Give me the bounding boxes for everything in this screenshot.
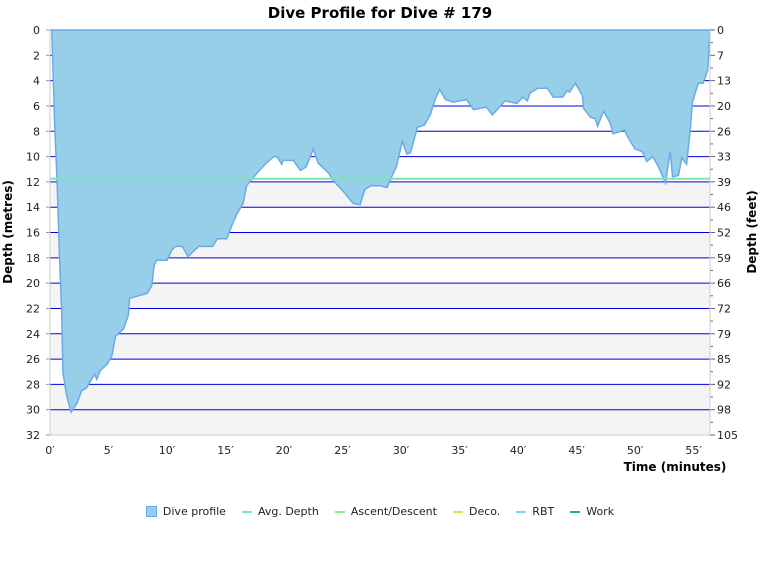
- y-right-tick-label: 105: [717, 429, 738, 442]
- x-axis-label: Time (minutes): [624, 460, 727, 474]
- x-tick-label: 55′: [685, 444, 702, 457]
- background-band: [50, 333, 710, 360]
- y-tick-label: 8: [33, 125, 40, 138]
- x-tick-label: 15′: [217, 444, 234, 457]
- y-tick-label: 26: [26, 353, 40, 366]
- axes: 0 0 2 7 4 13 6 20 8 26 10 33 12 39 14 46 16 52 18 59 20 66 22 7…: [26, 24, 738, 457]
- x-tick-label: 5′: [104, 444, 114, 457]
- y-tick-label: 2: [33, 49, 40, 62]
- y-right-tick-label: 79: [717, 328, 731, 341]
- legend-label: Deco.: [468, 505, 501, 518]
- y-tick-label: 4: [33, 75, 40, 88]
- legend-swatch: [334, 510, 345, 513]
- y-tick-label: 10: [26, 151, 40, 164]
- legend-label: Dive profile: [162, 505, 226, 518]
- y-tick-label: 28: [26, 378, 40, 391]
- y-right-tick-label: 26: [717, 125, 731, 138]
- x-tick-label: 20′: [276, 444, 293, 457]
- background-band: [50, 283, 710, 309]
- y-right-tick-label: 7: [717, 49, 724, 62]
- legend-swatch: [570, 510, 581, 513]
- y-tick-label: 32: [26, 429, 40, 442]
- y-tick-label: 16: [26, 227, 40, 240]
- y-right-tick-label: 39: [717, 176, 731, 189]
- legend-item[interactable]: RBT: [516, 505, 554, 518]
- legend-swatch: [452, 510, 463, 513]
- x-tick-label: 10′: [159, 444, 176, 457]
- legend-item[interactable]: Work: [570, 505, 614, 518]
- y-right-tick-label: 98: [717, 404, 731, 417]
- legend-label: Avg. Depth: [257, 505, 319, 518]
- y-tick-label: 22: [26, 302, 40, 315]
- y-right-tick-label: 46: [717, 201, 731, 214]
- legend-item[interactable]: Deco.: [452, 505, 501, 518]
- chart-title: Dive Profile for Dive # 179: [268, 4, 492, 22]
- y-right-tick-label: 52: [717, 227, 731, 240]
- legend-label: Ascent/Descent: [350, 505, 437, 518]
- y-tick-label: 30: [26, 404, 40, 417]
- legend-swatch: [516, 510, 527, 513]
- y-tick-label: 0: [33, 24, 40, 37]
- legend-item[interactable]: Dive profile: [145, 505, 226, 518]
- dive-profile-area: [50, 29, 711, 415]
- y-tick-label: 6: [33, 100, 40, 113]
- y-right-tick-label: 59: [717, 252, 731, 265]
- y-tick-label: 18: [26, 252, 40, 265]
- y-right-tick-label: 72: [717, 302, 731, 315]
- y-right-tick-label: 85: [717, 353, 731, 366]
- y-axis-label: Depth (metres): [1, 180, 15, 284]
- legend-item[interactable]: Avg. Depth: [241, 505, 319, 518]
- y-tick-label: 14: [26, 201, 40, 214]
- y-right-axis-label: Depth (feet): [745, 190, 759, 273]
- x-tick-label: 50′: [627, 444, 644, 457]
- y-right-tick-label: 92: [717, 378, 731, 391]
- x-tick-label: 30′: [393, 444, 410, 457]
- y-right-tick-label: 0: [717, 24, 724, 37]
- y-tick-label: 12: [26, 176, 40, 189]
- legend: Dive profile Avg. Depth Ascent/Descent Deco…: [0, 505, 760, 518]
- y-right-tick-label: 33: [717, 151, 731, 164]
- x-tick-label: 25′: [334, 444, 351, 457]
- y-right-tick-label: 20: [717, 100, 731, 113]
- y-tick-label: 20: [26, 277, 40, 290]
- legend-label: RBT: [532, 505, 555, 518]
- legend-item[interactable]: Ascent/Descent: [334, 505, 437, 518]
- x-tick-label: 40′: [510, 444, 527, 457]
- y-right-tick-label: 66: [717, 277, 731, 290]
- x-tick-label: 45′: [568, 444, 585, 457]
- legend-swatch: [241, 510, 252, 513]
- x-tick-label: 35′: [451, 444, 468, 457]
- x-tick-label: 0′: [45, 444, 55, 457]
- legend-label: Work: [586, 505, 615, 518]
- y-tick-label: 24: [26, 328, 40, 341]
- y-right-tick-label: 13: [717, 75, 731, 88]
- chart-svg: Dive Profile for Dive # 179 0 0 2 7 4 13 6 20 8 2…: [1, 4, 759, 474]
- legend-swatch: [145, 506, 157, 517]
